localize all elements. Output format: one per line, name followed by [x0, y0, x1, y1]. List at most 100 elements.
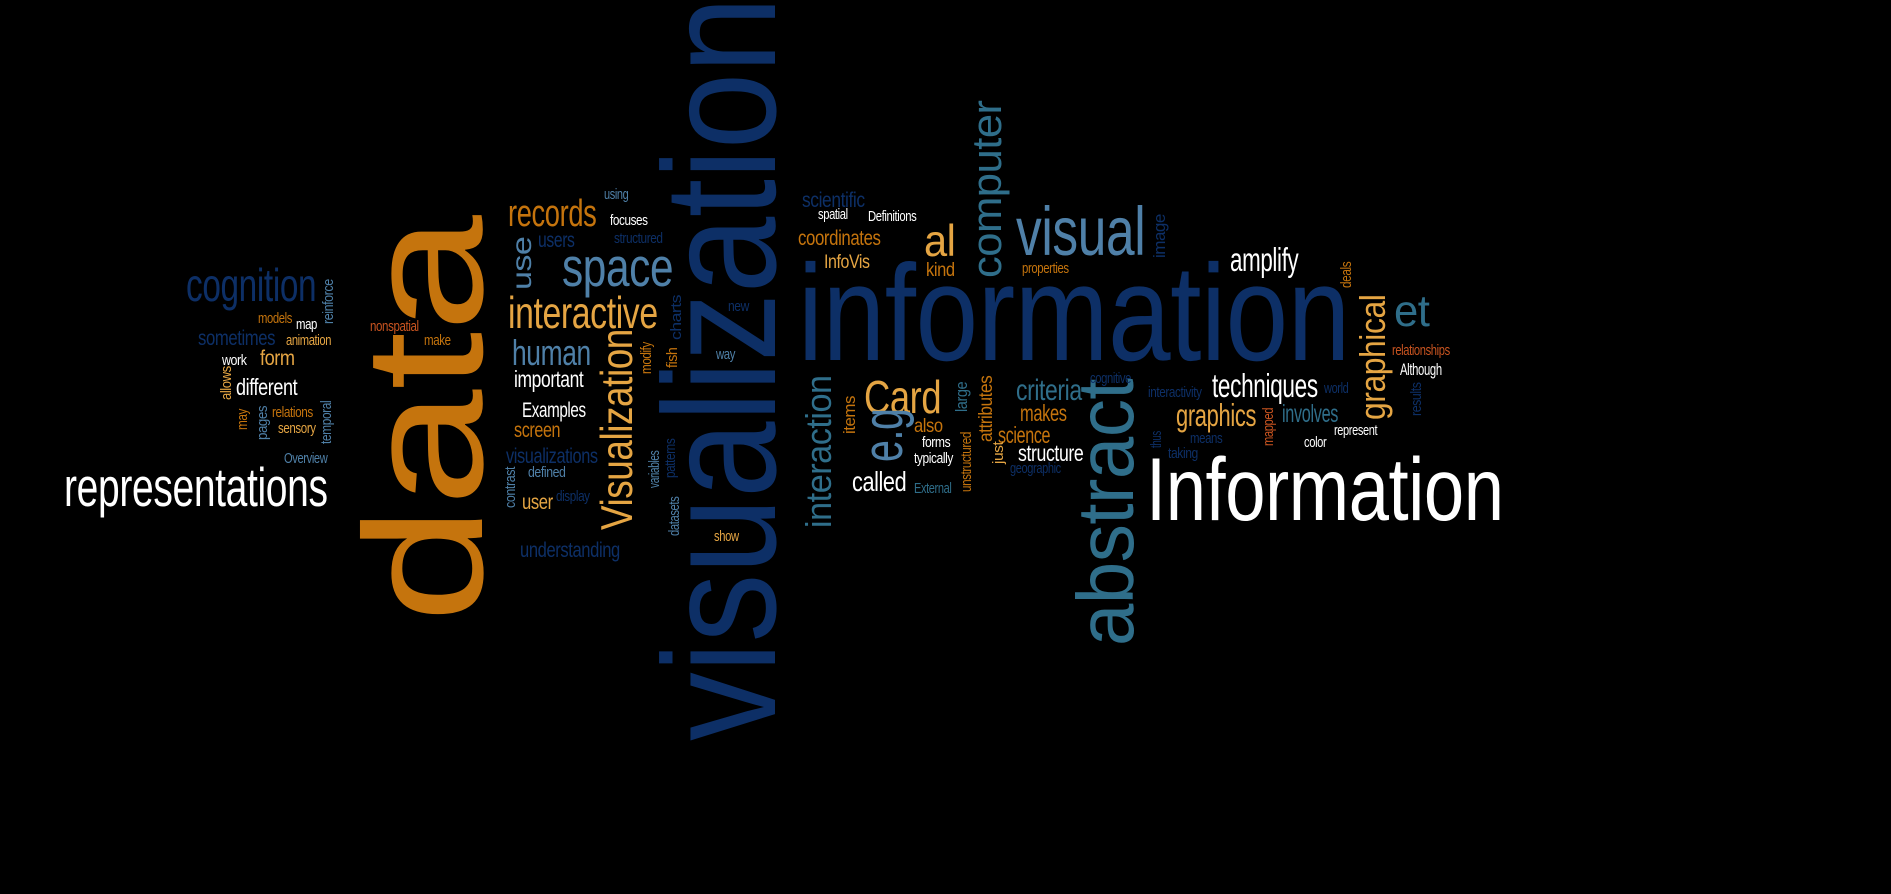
word-allows: allows: [219, 366, 235, 400]
word-makes: makes: [1020, 400, 1067, 426]
word-representations: representations: [64, 456, 328, 518]
word-abstract: abstract: [1061, 378, 1150, 646]
word-involves: involves: [1282, 400, 1339, 428]
word-screen: screen: [514, 419, 561, 442]
word-card: Card: [864, 371, 942, 423]
word-human: human: [512, 333, 591, 373]
word-attributes: attributes: [976, 375, 997, 442]
word-modify: modify: [639, 342, 655, 374]
word-al: al: [924, 217, 956, 266]
word-et: et: [1394, 287, 1430, 336]
word-models: models: [258, 311, 293, 327]
word-deals: deals: [1339, 261, 1355, 288]
word-information: information: [798, 236, 1350, 389]
word-eg: e.g: [852, 408, 915, 462]
word-focuses: focuses: [610, 213, 648, 229]
word-means: means: [1190, 431, 1223, 447]
word-taking: taking: [1168, 446, 1198, 462]
word-relations: relations: [272, 405, 313, 421]
word-definitions: Definitions: [868, 209, 917, 225]
word-make: make: [424, 333, 451, 349]
word-kind: kind: [926, 260, 955, 281]
word-contrast: contrast: [503, 466, 519, 508]
word-interactivity: interactivity: [1148, 385, 1202, 401]
word-patterns: patterns: [663, 438, 679, 478]
word-properties: properties: [1022, 261, 1069, 277]
word-relationships: relationships: [1392, 343, 1450, 359]
word-temporal: temporal: [319, 400, 335, 444]
word-unstructured: unstructured: [959, 432, 975, 492]
word-criteria: criteria: [1016, 374, 1082, 407]
word-animation: animation: [286, 333, 332, 349]
word-data: data: [330, 215, 518, 623]
word-typically: typically: [914, 451, 953, 467]
word-defined: defined: [528, 465, 566, 481]
word-interaction: interaction: [799, 375, 839, 528]
word-items: items: [840, 396, 859, 434]
word-visual: visual: [1016, 194, 1146, 270]
word-using: using: [604, 187, 629, 203]
word-interactive: interactive: [508, 289, 658, 338]
word-sometimes: sometimes: [198, 327, 276, 350]
word-graphics: graphics: [1176, 397, 1257, 433]
word-way: way: [716, 347, 736, 363]
word-examples: Examples: [522, 399, 586, 422]
word-pages: pages: [255, 405, 271, 440]
word-fish: fish: [665, 347, 681, 368]
word-amplify: amplify: [1230, 242, 1299, 279]
word-cognitive: cognitive: [1090, 371, 1132, 387]
word-external: External: [914, 481, 952, 497]
word-graphical: graphical: [1353, 294, 1393, 420]
word-nonspatial: nonspatial: [370, 319, 419, 335]
word-datasets: datasets: [667, 496, 683, 536]
word-understanding: understanding: [520, 539, 620, 562]
word-map: map: [296, 317, 318, 333]
word-computer: computer: [963, 100, 1010, 278]
word-form: form: [260, 347, 295, 370]
word-geographic: geographic: [1010, 461, 1061, 477]
word-coordinates: coordinates: [798, 227, 881, 250]
word-overview: Overview: [284, 451, 328, 467]
word-called: called: [852, 466, 907, 497]
word-structure: structure: [1018, 440, 1084, 466]
word-different: different: [236, 374, 298, 400]
word-visualization-capitalized: Visualization: [593, 329, 642, 530]
word-mapped: mapped: [1261, 407, 1277, 446]
word-world: world: [1324, 381, 1349, 397]
word-visualizations: visualizations: [506, 445, 598, 468]
word-although: Although: [1400, 360, 1442, 379]
word-spatial: spatial: [818, 207, 848, 223]
word-science: science: [998, 422, 1051, 448]
word-structured: structured: [614, 231, 663, 247]
word-sensory: sensory: [278, 421, 316, 437]
word-new: new: [728, 299, 749, 315]
word-infovis: InfoVis: [824, 252, 870, 273]
word-work: work: [222, 353, 247, 369]
word-variables: variables: [647, 450, 663, 488]
word-also: also: [914, 416, 943, 437]
word-thus: thus: [1149, 431, 1165, 448]
word-use: use: [506, 236, 537, 290]
word-large: large: [952, 381, 971, 412]
word-charts: charts: [669, 295, 685, 340]
word-image: image: [1150, 214, 1169, 258]
word-cognition: cognition: [186, 259, 317, 311]
word-may: may: [235, 409, 251, 430]
word-information-capitalized: Information: [1146, 439, 1504, 539]
word-results: results: [1409, 382, 1425, 416]
word-records: records: [508, 193, 597, 235]
word-reinforce: reinforce: [321, 279, 337, 324]
word-scientific: scientific: [802, 189, 865, 212]
word-users: users: [538, 229, 575, 252]
word-just: just: [991, 441, 1007, 464]
word-important: important: [514, 366, 584, 392]
word-visualization: visualization: [630, 0, 809, 741]
word-space: space: [562, 236, 674, 298]
word-forms: forms: [922, 435, 951, 451]
word-techniques: techniques: [1212, 368, 1318, 405]
word-user: user: [522, 491, 553, 514]
word-represent: represent: [1334, 423, 1378, 439]
word-display: display: [556, 489, 590, 505]
word-show: show: [714, 529, 739, 545]
